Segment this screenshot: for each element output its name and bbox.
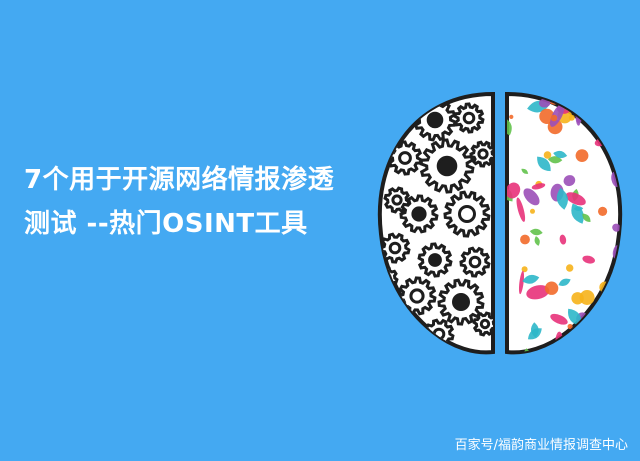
- gears-hemisphere: [377, 91, 495, 355]
- gear-hub-icon: [426, 111, 444, 129]
- leaf-icon: [555, 331, 564, 353]
- petal-icon: [522, 274, 540, 284]
- petal-icon: [529, 228, 543, 236]
- petal-icon: [527, 328, 542, 340]
- petal-icon: [582, 213, 591, 222]
- gear-hub-icon: [477, 148, 489, 160]
- gear-hub-icon: [452, 293, 470, 311]
- watermark: 百家号/福韵商业情报调查中心: [454, 438, 628, 453]
- petal-icon: [521, 168, 529, 174]
- leaf-icon: [523, 188, 540, 206]
- gear-hub-icon: [388, 241, 402, 255]
- dot-icon: [579, 290, 595, 305]
- leaf-icon: [531, 183, 546, 190]
- gear-hub-icon: [458, 205, 476, 223]
- gear-hub-icon: [409, 288, 425, 304]
- floral-hemisphere: [505, 91, 623, 355]
- gear-hub-icon: [468, 255, 482, 269]
- dot-icon: [566, 264, 574, 272]
- dot-icon: [605, 114, 610, 120]
- petal-icon: [547, 156, 563, 164]
- petal-icon: [571, 203, 584, 224]
- petal-icon: [556, 187, 568, 210]
- dot-icon: [567, 323, 573, 330]
- dot-icon: [520, 234, 530, 245]
- dot-icon: [543, 151, 552, 159]
- leaf-icon: [563, 175, 576, 187]
- leaf-icon: [600, 331, 616, 346]
- leaf-icon: [518, 270, 525, 295]
- petal-icon: [568, 333, 579, 350]
- dot-icon: [571, 292, 584, 305]
- dot-icon: [521, 266, 528, 273]
- leaf-icon: [612, 223, 621, 232]
- gear-hub-icon: [398, 151, 412, 165]
- gear-hub-icon: [479, 318, 491, 330]
- headline-line-2: 测试 --热门OSINT工具: [24, 209, 308, 239]
- dot-icon: [568, 114, 575, 121]
- dot-icon: [550, 114, 558, 122]
- petal-icon: [558, 278, 571, 286]
- gear-hub-icon: [436, 155, 458, 177]
- leaf-icon: [559, 234, 567, 245]
- dot-icon: [611, 94, 621, 102]
- leaf-icon: [507, 182, 521, 199]
- headline: 7个用于开源网络情报渗透 测试 --热门OSINT工具: [24, 158, 369, 246]
- petal-icon: [553, 150, 568, 159]
- dot-icon: [598, 206, 608, 216]
- petal-icon: [534, 236, 540, 246]
- leaf-icon: [565, 192, 586, 206]
- leaf-icon: [516, 197, 526, 222]
- petal-icon: [597, 128, 608, 134]
- gear-hub-icon: [428, 253, 442, 267]
- brain-illustration: [377, 91, 623, 355]
- petal-icon: [568, 308, 582, 326]
- leaf-icon: [582, 255, 595, 264]
- dot-icon: [593, 321, 601, 329]
- dot-icon: [509, 114, 514, 119]
- petal-icon: [537, 156, 551, 172]
- dot-icon: [575, 149, 589, 162]
- dot-icon: [544, 281, 559, 295]
- leaf-icon: [526, 285, 550, 300]
- gear-hub-icon: [391, 194, 403, 206]
- gear-hub-icon: [411, 206, 427, 222]
- petal-icon: [507, 117, 512, 136]
- leaf-icon: [550, 313, 568, 325]
- gear-hub-icon: [462, 111, 476, 125]
- headline-line-1: 7个用于开源网络情报渗透: [24, 165, 335, 195]
- dot-icon: [530, 208, 535, 214]
